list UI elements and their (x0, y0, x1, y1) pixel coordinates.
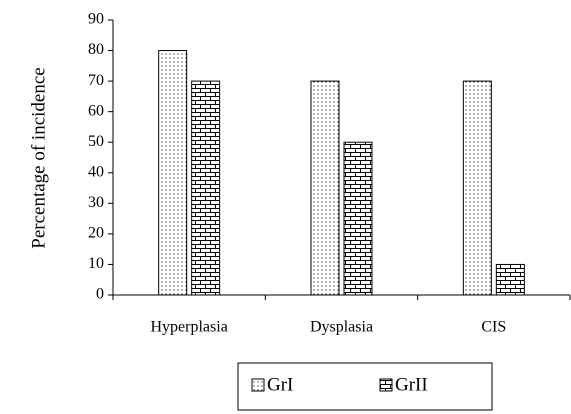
legend-swatch (251, 378, 265, 392)
y-tick-label: 80 (88, 41, 104, 58)
bar (310, 80, 340, 296)
y-tick-label: 0 (96, 286, 104, 303)
x-tick-label: Dysplasia (310, 319, 373, 336)
legend-label: GrII (395, 374, 428, 395)
y-tick-label: 20 (88, 225, 104, 242)
y-tick-label: 60 (88, 102, 104, 119)
bar (462, 80, 492, 296)
y-tick-label: 10 (88, 255, 104, 272)
legend-swatch (379, 378, 393, 392)
x-tick-label: Hyperplasia (151, 319, 228, 336)
bar (495, 263, 525, 296)
legend-label: GrI (267, 374, 293, 395)
y-tick-label: 40 (88, 163, 104, 180)
y-tick-label: 30 (88, 194, 104, 211)
legend (237, 362, 493, 411)
x-tick-label: CIS (481, 319, 506, 336)
y-tick-label: 70 (88, 72, 104, 89)
bar (343, 141, 373, 296)
y-tick-label: 50 (88, 133, 104, 150)
y-axis-label: Percentage of incidence (28, 67, 49, 248)
y-tick-label: 90 (88, 11, 104, 28)
bar (191, 80, 221, 296)
bar (158, 50, 188, 296)
